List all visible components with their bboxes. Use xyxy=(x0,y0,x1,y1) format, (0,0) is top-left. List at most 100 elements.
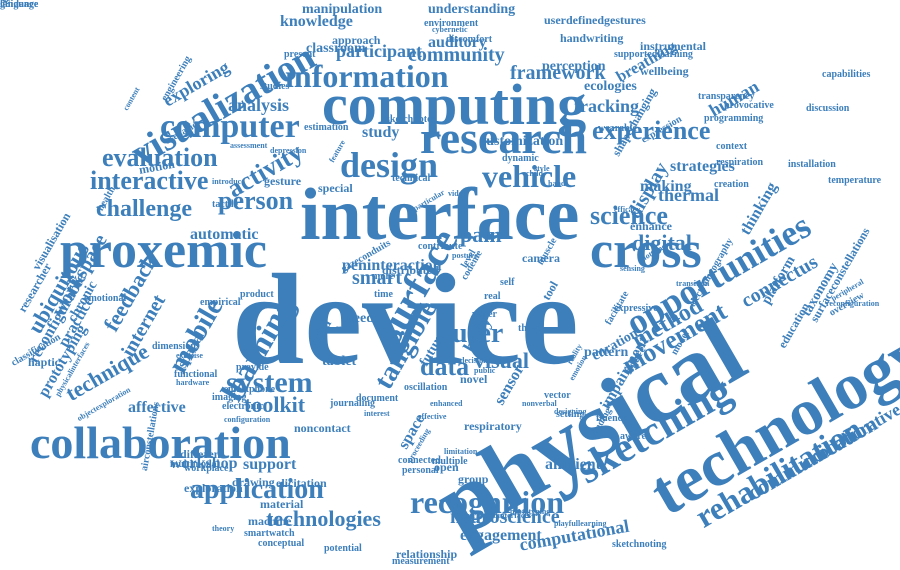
word-sketchnotes: sketchnotes xyxy=(386,114,436,125)
word-functional: functional xyxy=(174,369,218,380)
word-computer: computer xyxy=(160,108,300,145)
word-customization: customization xyxy=(480,134,564,149)
word-smartwatch: smartwatch xyxy=(244,528,295,539)
word-configuration: configuration xyxy=(224,415,271,424)
word-engagement: engagement xyxy=(460,527,542,544)
word-child: child xyxy=(526,169,543,178)
word-device: device xyxy=(232,248,579,392)
word-public: public xyxy=(474,366,496,375)
word-wearable: wearable xyxy=(598,123,637,134)
word-introduce: introduce xyxy=(212,177,245,186)
word-guidance: guidance xyxy=(0,0,39,10)
word-haptic: haptic xyxy=(28,355,61,369)
word-digital: digital xyxy=(632,230,692,255)
word-electronic: electronic xyxy=(222,401,264,412)
word-cross: cross xyxy=(590,222,702,279)
word-playfullearning: playfullearning xyxy=(554,519,607,528)
word-gesture: gesture xyxy=(264,174,302,188)
word-open: open xyxy=(434,460,459,474)
word-limitation: limitation xyxy=(444,447,478,456)
word-userdefinedgestures: userdefinedgestures xyxy=(544,13,646,27)
word-tactile: tactile xyxy=(212,199,239,210)
word-conceptual: conceptual xyxy=(258,538,305,549)
word-research: research xyxy=(420,112,587,163)
word-tablet: tablet xyxy=(322,354,357,369)
word-instrumental: instrumental xyxy=(640,39,706,53)
word-decision: decision xyxy=(460,356,488,365)
word-more: more xyxy=(372,271,395,282)
word-enhance: enhance xyxy=(630,219,672,233)
word-discussion: discussion xyxy=(806,103,850,114)
word-enhanced: enhanced xyxy=(430,399,463,408)
word-elicitation: elicitation xyxy=(276,476,327,490)
word-recognition: recognition xyxy=(410,484,565,520)
word-measurement: measurement xyxy=(392,556,450,567)
word-sketchnoting: sketchnoting xyxy=(612,539,667,550)
word-note: note xyxy=(336,321,358,335)
word-different: different xyxy=(180,447,225,461)
word-wellbeing: wellbeing xyxy=(640,64,689,78)
word-study: study xyxy=(362,124,400,141)
word-real: real xyxy=(484,291,501,302)
word-understanding: understanding xyxy=(428,2,516,17)
word-discomfort: discomfort xyxy=(446,34,493,45)
word-contribute: contribute xyxy=(418,241,463,252)
word-dimension: dimension xyxy=(152,341,196,352)
word-analysis: analysis xyxy=(228,95,290,115)
word-relationship: relationship xyxy=(396,547,458,561)
word-classroom: classroom xyxy=(306,41,366,56)
word-collaboration: collaboration xyxy=(30,417,291,468)
word-designing: designing xyxy=(554,407,587,416)
word-efficacy: efficacy xyxy=(614,205,641,214)
word-personal: personal xyxy=(402,465,439,476)
word-imaging: imaging xyxy=(212,392,247,403)
word-transparency: transparency xyxy=(698,91,755,102)
word-respiratory: respiratory xyxy=(464,419,522,433)
word-multimodal: multimodal xyxy=(170,459,220,470)
word-setting: setting xyxy=(556,409,585,420)
word-transition: transition xyxy=(676,279,710,288)
word-handwriting: handwriting xyxy=(560,31,624,45)
word-capabilities: capabilities xyxy=(822,69,871,80)
word-distributed: distributed xyxy=(382,263,439,277)
word-journaling: journaling xyxy=(330,398,376,409)
word-visual: visual xyxy=(474,348,530,373)
word-programming: programming xyxy=(704,113,764,124)
word-cybernetic: cybernetic xyxy=(432,25,468,34)
word-pain: pain xyxy=(460,222,502,247)
word-environment: environment xyxy=(424,18,479,29)
word-knowledge: knowledge xyxy=(280,13,353,30)
word-vector: vector xyxy=(544,390,571,401)
word-science: science xyxy=(590,201,668,230)
word-challenge: challenge xyxy=(96,196,192,222)
word-data: data xyxy=(420,352,470,381)
word-hardware: hardware xyxy=(176,378,210,387)
word-prototyping: prototyping xyxy=(510,507,551,516)
word-technologies: technologies xyxy=(266,506,381,531)
word-supportedlearning: supportedlearning xyxy=(614,49,693,60)
word-emotional: emotional xyxy=(84,293,127,304)
word-estimation: estimation xyxy=(304,122,349,133)
word-studies: studies xyxy=(260,81,290,92)
word-peninteraction: peninteraction xyxy=(342,257,442,274)
word-nonverbal: nonverbal xyxy=(522,399,557,408)
word-participant: participant xyxy=(336,41,423,61)
word-ambient: ambient xyxy=(545,456,601,473)
word-respiration: respiration xyxy=(716,157,764,168)
word-multiple: multiple xyxy=(432,456,468,467)
word-reconfiguration: reconfiguration xyxy=(826,299,880,308)
word-user: user xyxy=(452,318,504,349)
word-thermal: thermal xyxy=(658,185,719,205)
word-creation: creation xyxy=(714,179,749,190)
word-installation: installation xyxy=(788,159,836,170)
word-perception: perception xyxy=(542,59,606,74)
word-temperature: temperature xyxy=(828,175,882,186)
word-auditory: auditory xyxy=(428,34,487,51)
word-workplace: workplace xyxy=(184,463,229,474)
word-system: system xyxy=(226,366,313,399)
word-interest: interest xyxy=(364,409,390,418)
word-technical: technical xyxy=(392,173,431,184)
word-support: support xyxy=(243,456,297,473)
word-distributedinterfaces: distributedinterfaces xyxy=(460,511,532,520)
